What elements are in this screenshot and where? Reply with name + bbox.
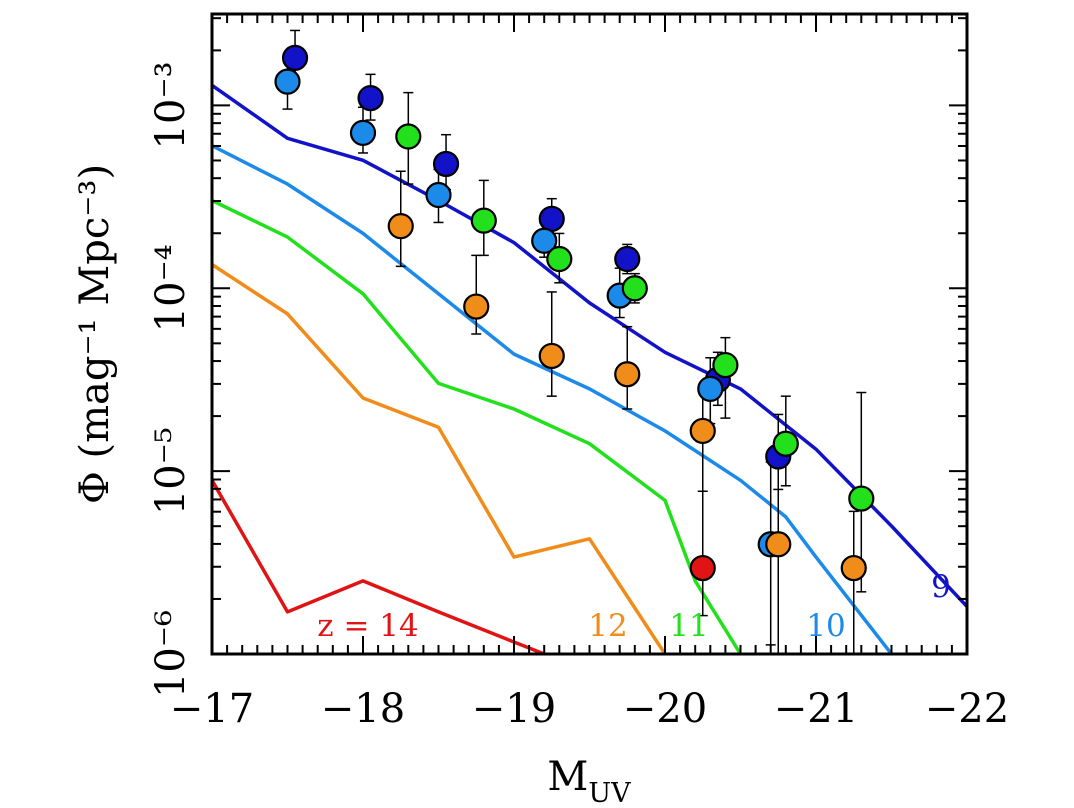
x-tick-label: −19 [472,686,556,732]
data-point [689,554,716,582]
model-curve [212,83,967,608]
series-label: 11 [669,608,708,644]
data-point [349,119,377,146]
model-curve [212,263,667,654]
data-point [395,123,422,150]
data-point [531,227,558,254]
data-point [689,417,716,445]
x-axis-label-main: M [547,754,588,800]
model-curve [212,144,893,654]
x-tick-labels: −17 −18 −19 −20 −21 −22 [170,686,1009,732]
series-label: 10 [806,608,845,644]
y-tick-label: 10⁻³ [148,61,194,149]
y-tick-label: 10⁻⁶ [148,610,194,698]
data-point [848,485,875,512]
data-point [357,85,384,112]
data-point [281,44,309,71]
x-axis-label-subscript: UV [588,778,631,808]
data-point [772,430,799,457]
axis-ticks [211,14,968,655]
x-axis-label: MUV [547,754,631,808]
data-point [621,275,648,302]
data-point [538,342,565,370]
series-label: 12 [588,608,627,644]
series-label: 9 [931,569,951,605]
data-points [274,44,875,582]
model-curves [212,83,967,654]
y-tick-labels: 10⁻⁶ 10⁻⁵ 10⁻⁴ 10⁻³ [148,61,194,698]
data-point [765,531,792,558]
series-labels: 9 10 11 12 z = 14 [317,569,951,644]
x-tick-label: −17 [170,686,254,732]
x-tick-label: −22 [925,686,1009,732]
data-point [432,150,460,178]
y-tick-label: 10⁻⁴ [148,244,194,332]
model-curve [212,479,545,654]
data-point [425,181,452,209]
data-point [274,68,301,95]
data-point [387,213,414,240]
model-curve [212,198,742,654]
x-tick-label: −21 [774,686,858,732]
data-point [538,205,565,232]
data-point [712,351,739,379]
x-tick-label: −18 [321,686,405,732]
data-point [697,375,724,402]
data-point [614,361,641,388]
y-axis-label: Φ (mag⁻¹ Mpc⁻³) [72,164,118,504]
data-point [840,554,867,582]
data-point [463,293,490,320]
data-point [470,207,497,234]
series-label: z = 14 [317,608,418,644]
x-tick-label: −20 [623,686,707,732]
data-point [614,245,641,273]
data-point [546,245,573,273]
y-tick-label: 10⁻⁵ [148,427,194,515]
